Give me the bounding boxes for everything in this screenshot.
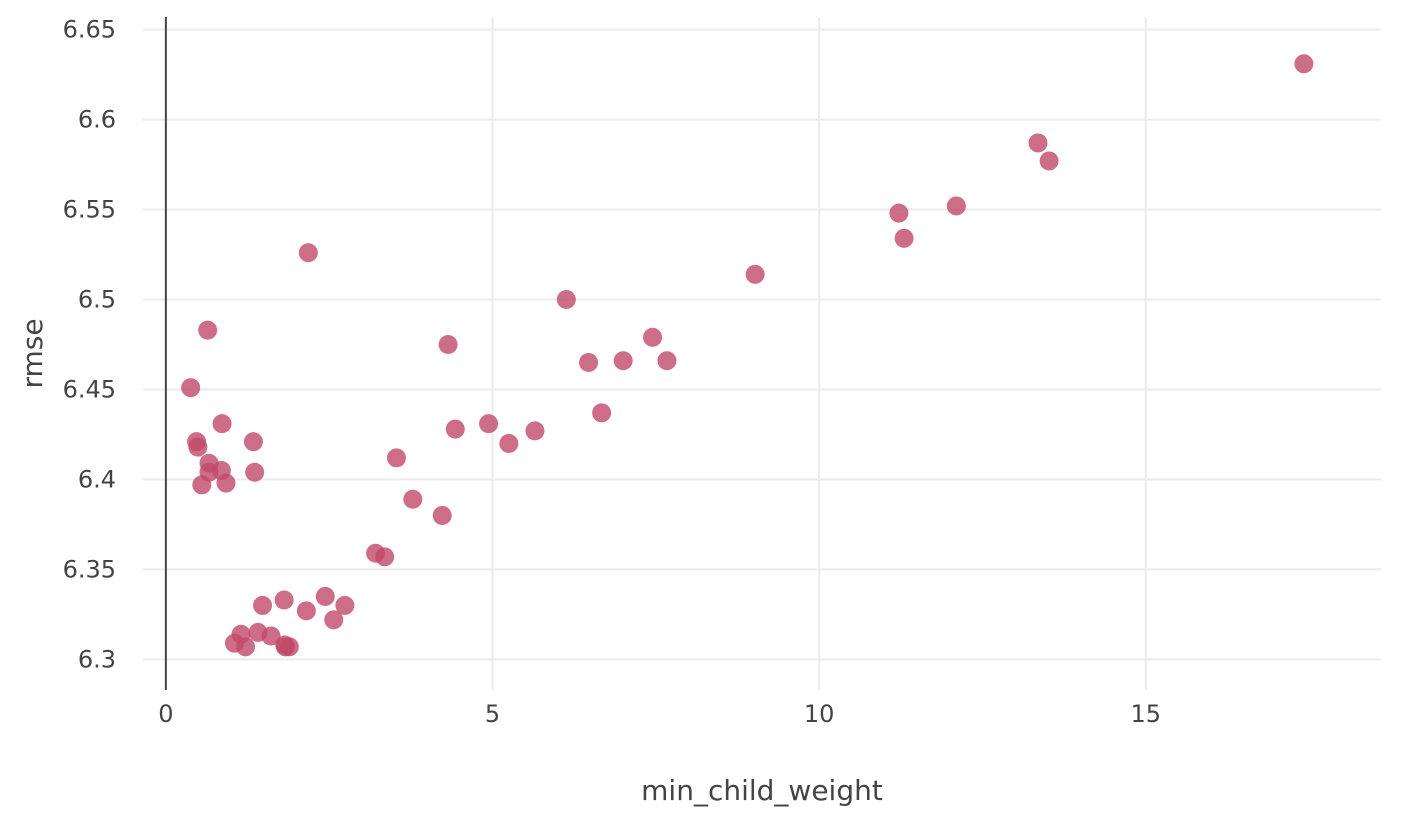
y-tick-label: 6.65 bbox=[63, 16, 116, 44]
data-point bbox=[445, 419, 465, 439]
data-point bbox=[315, 586, 335, 606]
data-point bbox=[279, 637, 299, 657]
data-point bbox=[296, 601, 316, 621]
data-point bbox=[216, 473, 236, 493]
data-point bbox=[946, 196, 966, 216]
x-axis-title: min_child_weight bbox=[641, 774, 883, 807]
data-point bbox=[253, 595, 273, 615]
data-point bbox=[324, 610, 344, 630]
data-point bbox=[643, 327, 663, 347]
data-point bbox=[212, 414, 232, 434]
y-tick-label: 6.4 bbox=[78, 465, 116, 493]
y-tick-label: 6.55 bbox=[63, 196, 116, 224]
data-point bbox=[243, 432, 263, 452]
y-tick-label: 6.6 bbox=[78, 106, 116, 134]
data-point bbox=[1028, 133, 1048, 153]
data-point bbox=[274, 590, 294, 610]
data-point bbox=[889, 203, 909, 223]
x-tick-label: 5 bbox=[485, 700, 500, 728]
data-point bbox=[1294, 54, 1314, 74]
data-point bbox=[894, 228, 914, 248]
data-point bbox=[579, 352, 599, 372]
data-point bbox=[181, 378, 201, 398]
data-point bbox=[613, 351, 633, 371]
data-point bbox=[499, 433, 519, 453]
x-tick-label: 15 bbox=[1131, 700, 1162, 728]
data-point bbox=[236, 637, 256, 657]
data-point bbox=[198, 320, 218, 340]
x-tick-label: 0 bbox=[158, 700, 173, 728]
data-point bbox=[335, 595, 355, 615]
data-point bbox=[479, 414, 499, 434]
data-point bbox=[188, 437, 208, 457]
y-tick-label: 6.5 bbox=[78, 286, 116, 314]
data-point bbox=[386, 448, 406, 468]
data-point bbox=[745, 264, 765, 284]
data-point bbox=[556, 290, 576, 310]
data-point bbox=[432, 505, 452, 525]
data-points bbox=[181, 54, 1314, 657]
y-axis-title: rmse bbox=[16, 318, 49, 388]
data-point bbox=[261, 626, 281, 646]
tick-labels: 0 5 10 15 6.3 6.35 6.4 6.45 6.5 6.55 6.6 6.65 bbox=[63, 16, 1162, 728]
data-point bbox=[1039, 151, 1059, 171]
data-point bbox=[403, 489, 423, 509]
data-point bbox=[375, 547, 395, 567]
grid-layer bbox=[143, 17, 1381, 690]
data-point bbox=[298, 243, 318, 263]
data-point bbox=[657, 351, 677, 371]
x-tick-label: 10 bbox=[804, 700, 835, 728]
data-point bbox=[438, 335, 458, 355]
y-tick-label: 6.45 bbox=[63, 375, 116, 403]
data-point bbox=[245, 462, 265, 482]
y-tick-label: 6.3 bbox=[78, 645, 116, 673]
data-point bbox=[592, 403, 612, 423]
y-tick-label: 6.35 bbox=[63, 555, 116, 583]
data-point bbox=[525, 421, 545, 441]
